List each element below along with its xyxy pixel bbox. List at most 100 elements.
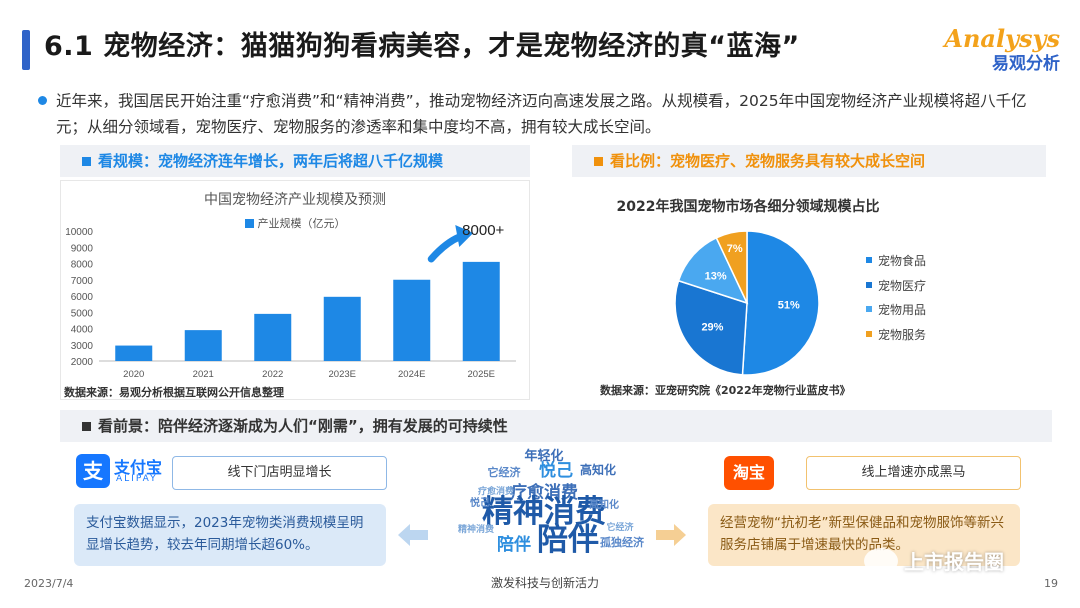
pie-legend-item: 宠物服务 (866, 326, 926, 351)
bar-chart-source: 数据来源：易观分析根据互联网公开信息整理 (64, 386, 284, 399)
pie-legend-label: 宠物食品 (878, 254, 927, 268)
arrow-left-icon (398, 524, 428, 546)
cloud-word: 悦己 (539, 460, 573, 481)
cloud-word: 疗愈消费 (478, 485, 514, 497)
bar (184, 330, 222, 361)
pie-legend-item: 宠物食品 (866, 252, 926, 277)
pie-legend-item: 宠物用品 (866, 301, 926, 326)
section-head-outlook: 看前景：陪伴经济逐渐成为人们“刚需”，拥有发展的可持续性 (60, 410, 1052, 442)
pie-slice-label: 7% (727, 243, 743, 255)
wechat-watermark: 上市报告圈 (864, 546, 1060, 580)
alipay-name-en: ALIPAY (116, 474, 158, 484)
x-tick-label: 2025E (468, 369, 495, 380)
pie-slice (677, 236, 749, 305)
cloud-word: 悦己 (470, 496, 490, 509)
x-tick-label: 2024E (398, 369, 425, 380)
section-head-scale-label: 看规模：宠物经济连年增长，两年后将超八千亿规模 (98, 152, 444, 170)
cloud-word: 陪伴 (497, 534, 531, 555)
pie-slice (741, 230, 820, 376)
pie-chart-title: 2022年我国宠物市场各细分领域规模占比 (616, 199, 880, 215)
section-head-outlook-label: 看前景：陪伴经济逐渐成为人们“刚需”，拥有发展的可持续性 (98, 417, 508, 435)
cloud-word: 高知化 (589, 498, 619, 511)
cloud-word: 孤独经济 (600, 535, 644, 549)
bar-chart-legend: 产业规模（亿元） (61, 215, 529, 231)
y-tick-label: 10000 (65, 227, 93, 238)
y-tick-label: 5000 (71, 308, 94, 319)
bullet-dot-icon (38, 96, 47, 105)
section-head-scale: 看规模：宠物经济连年增长，两年后将超八千亿规模 (60, 145, 530, 177)
legend-swatch (866, 281, 872, 288)
alipay-text-box: 支付宝数据显示，2023年宠物类消费规模呈明显增长趋势，较去年同期增长超60%。 (74, 504, 386, 566)
bar-chart-svg: 10000 9000 8000 7000 6000 5000 4000 3000 2000 202… (65, 222, 516, 380)
pie-slice (715, 230, 748, 304)
pie-legend-label: 宠物医疗 (878, 278, 927, 293)
pie-legend-label: 宠物用品 (878, 303, 927, 317)
legend-label: 产业规模（亿元） (257, 217, 346, 230)
legend-swatch (244, 219, 254, 228)
bar (323, 296, 361, 361)
title-accent-bar (22, 30, 30, 70)
x-tick-label: 2020 (123, 369, 144, 380)
legend-swatch (866, 330, 872, 337)
footer-date: 2023/7/4 (24, 577, 74, 590)
pie-chart-source: 数据来源：亚宠研究院《2022年宠物行业蓝皮书》 (600, 384, 851, 397)
cloud-word: 疗愈消费 (510, 482, 578, 503)
pie-chart-legend: 宠物食品宠物医疗宠物用品宠物服务 (866, 252, 926, 350)
bar (254, 313, 292, 361)
taobao-logo: 淘宝 (724, 456, 774, 490)
x-tick-label: 2023E (329, 369, 356, 380)
watermark-text: 上市报告圈 (904, 550, 1004, 574)
wechat-icon (864, 547, 898, 574)
y-tick-label: 4000 (71, 325, 94, 336)
logo-sub-text: 易观分析 (992, 54, 1060, 74)
bar-chart-panel: 中国宠物经济产业规模及预测 产业规模（亿元） 10000 9000 8000 7000… (60, 180, 530, 400)
alipay-name: 支付宝 (114, 458, 163, 477)
legend-swatch (866, 257, 872, 263)
intro-paragraph: 近年来，我国居民开始注重“疗愈消费”和“精神消费”，推动宠物经济迈向高速发展之路… (56, 92, 1027, 136)
offline-growth-tag: 线下门店明显增长 (172, 456, 387, 490)
bar (462, 261, 500, 361)
cloud-word: 陪伴 (537, 522, 599, 558)
logo-main-text: Analysys (944, 24, 1060, 53)
bar (115, 345, 153, 361)
pie-legend-label: 宠物服务 (878, 327, 927, 342)
y-tick-label: 2000 (71, 357, 94, 368)
cloud-word: 精神消费 (482, 494, 606, 530)
legend-swatch (866, 306, 872, 312)
alipay-logo: 支 支付宝 ALIPAY (76, 452, 166, 492)
page-title: 6.1 宠物经济：猫猫狗狗看病美容，才是宠物经济的真“蓝海” (44, 31, 800, 62)
x-tick-label: 2021 (193, 369, 214, 380)
bar (393, 279, 431, 361)
y-tick-label: 6000 (71, 292, 94, 303)
square-bullet-icon (82, 422, 91, 431)
alipay-icon: 支 (76, 454, 110, 488)
page-number: 19 (1044, 577, 1058, 590)
pie-slice-label: 51% (778, 299, 800, 311)
cloud-word: 它经济 (606, 521, 634, 533)
cloud-word: 高知化 (580, 462, 616, 477)
square-bullet-icon (82, 157, 91, 166)
word-cloud-caption: 激发科技与创新活力 (490, 576, 599, 590)
section-head-ratio: 看比例：宠物医疗、宠物服务具有较大成长空间 (572, 145, 1046, 177)
annotation-label: 8000+ (462, 222, 504, 239)
online-growth-tag: 线上增速亦成黑马 (806, 456, 1021, 490)
pie-legend-item: 宠物医疗 (866, 277, 926, 302)
cloud-word: 精神消费 (458, 523, 494, 535)
cloud-word: 年轻化 (524, 448, 563, 464)
bar-chart-title: 中国宠物经济产业规模及预测 (204, 192, 386, 208)
pie-slice (674, 279, 748, 376)
growth-arrow-icon (427, 225, 474, 263)
pie-slice-label: 29% (701, 321, 723, 333)
section-head-ratio-label: 看比例：宠物医疗、宠物服务具有较大成长空间 (610, 152, 926, 170)
pie-chart-svg: 51% 29% 13% 7% (674, 230, 820, 376)
cloud-word: 它经济 (488, 465, 522, 479)
analysys-logo: Analysys 易观分析 (944, 24, 1060, 74)
y-tick-label: 7000 (71, 276, 94, 287)
pie-slice-label: 13% (705, 270, 727, 282)
y-tick-label: 3000 (71, 341, 94, 352)
y-tick-label: 9000 (71, 243, 94, 254)
y-tick-label: 8000 (71, 260, 94, 271)
arrow-right-icon (656, 524, 686, 546)
x-tick-label: 2022 (262, 369, 283, 380)
